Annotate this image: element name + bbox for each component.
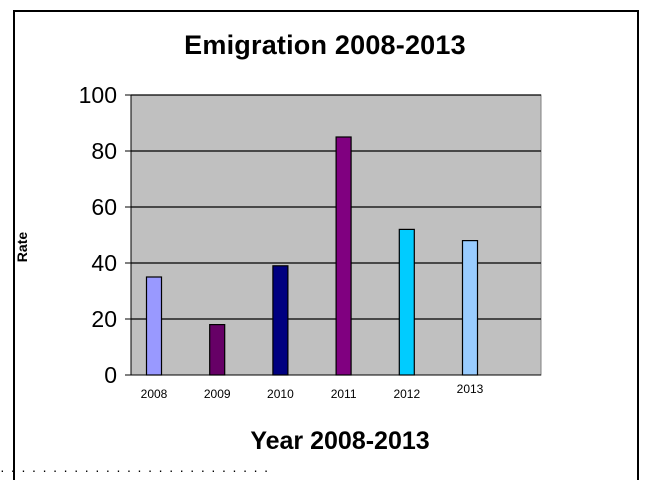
- y-tick-label: 60: [91, 194, 117, 220]
- x-tick-label: 2012: [393, 387, 420, 401]
- bar-2008: [145, 276, 163, 376]
- bars: [145, 136, 479, 376]
- x-axis-label: Year 2008-2013: [250, 427, 430, 455]
- x-tick-label: 2010: [267, 387, 294, 401]
- footer-text: · · · · · · · · · · · · · · · · · · · · …: [0, 462, 270, 475]
- x-tick-label: 2011: [331, 387, 357, 401]
- x-tick-label: 2013: [457, 382, 484, 396]
- x-tick-label: 2008: [141, 387, 168, 401]
- bar-2009: [209, 324, 226, 376]
- y-tick-label: 20: [91, 306, 117, 332]
- y-tick-label: 80: [91, 138, 117, 164]
- y-tick-label: 0: [104, 362, 117, 388]
- y-tick-label: 100: [79, 82, 117, 108]
- bar-2010: [272, 265, 289, 376]
- y-tick-label: 40: [91, 250, 117, 276]
- chart-title: Emigration 2008-2013: [184, 30, 466, 60]
- x-axis: 2008 2009 2010 2011 2012 2013: [141, 382, 484, 401]
- bar-2013: [461, 240, 479, 376]
- x-tick-label: 2009: [204, 387, 231, 401]
- bar-2011: [335, 136, 352, 376]
- bar-2012: [398, 228, 415, 376]
